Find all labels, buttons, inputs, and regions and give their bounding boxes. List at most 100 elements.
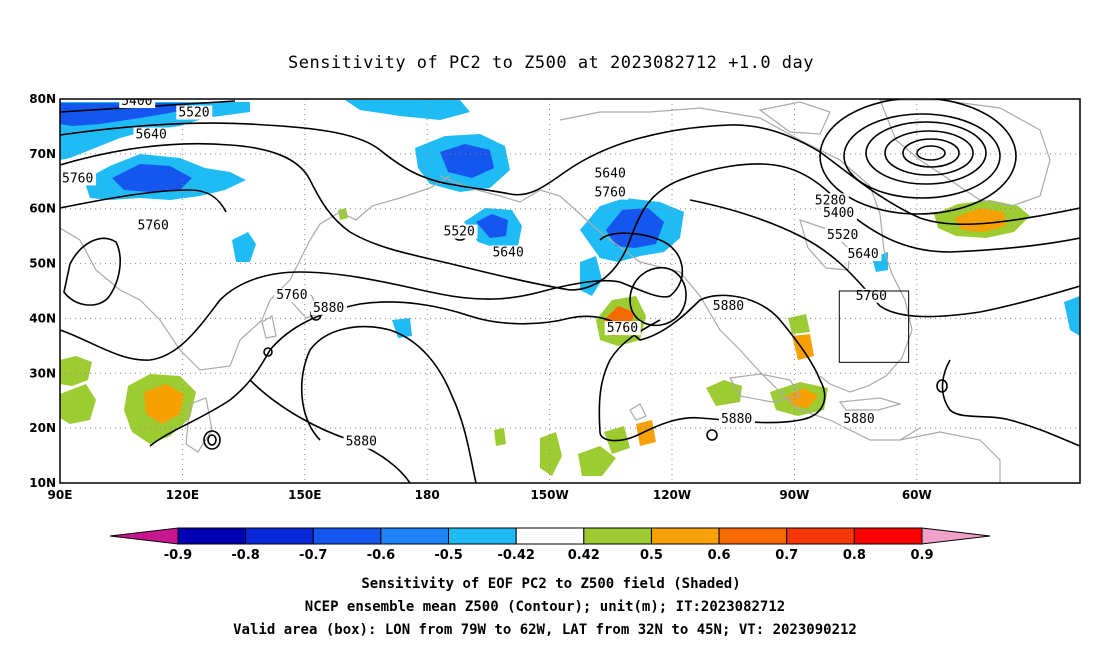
- x-tick-label: 180: [415, 488, 440, 502]
- contour-label: 5280: [815, 193, 846, 208]
- coast-arctic-islands: [758, 101, 831, 135]
- contour-label-bg: [490, 245, 527, 260]
- contour-label: 5520: [827, 228, 858, 243]
- z500-contours: [60, 99, 1080, 483]
- contour-5880-east: [941, 359, 1080, 447]
- shade-pos-gulf: [706, 380, 742, 406]
- contour-label-bg: [135, 218, 172, 233]
- contour-label-bg: [812, 193, 849, 208]
- contour-cyclone-hawaii: [629, 266, 687, 327]
- contour-label: 5880: [843, 412, 874, 427]
- contour-low-arctic-6: [819, 99, 1017, 215]
- contour-label: 5880: [721, 412, 752, 427]
- contour-low-arctic-2: [902, 138, 960, 168]
- coast-asia: [60, 175, 451, 371]
- coast-korea: [261, 315, 277, 339]
- shade-neg-bering-core: [440, 144, 494, 178]
- shade-pos-mexico-1: [788, 314, 810, 334]
- contour-5760-main: [60, 232, 684, 361]
- shade-neg-north-pacific: [345, 100, 470, 120]
- coastline-outlines: [60, 99, 1051, 483]
- contour-label-bg: [60, 171, 97, 186]
- contour-label-bg: [710, 299, 747, 314]
- y-tick-label: 50N: [29, 257, 56, 271]
- contour-label: 5520: [178, 106, 209, 121]
- contour-tiny-ring-6: [706, 429, 718, 441]
- colorbar: [109, 527, 991, 545]
- contour-label: 5400: [121, 94, 152, 109]
- shade-pos-central-pacific-1: [540, 432, 562, 476]
- colorbar-segment: [786, 527, 855, 545]
- colorbar-segment: [245, 527, 314, 545]
- contour-labels: 5400 5520 5640 5760 5760 5760 5880 5520 5640 5640…: [60, 94, 890, 450]
- contour-label-bg: [592, 166, 629, 181]
- colorbar-segment: [650, 527, 720, 545]
- shade-pos-caribbean-core: [786, 388, 818, 408]
- colorbar-segment: [583, 527, 652, 545]
- caption-line-1: Sensitivity of EOF PC2 to Z500 field (Sh…: [361, 576, 740, 592]
- contour-5640: [60, 142, 1080, 291]
- colorbar-tick-label: 0.7: [775, 548, 798, 563]
- contour-low-arctic-3: [884, 130, 974, 176]
- valid-area-rect: [838, 290, 910, 363]
- contour-label-bg: [119, 99, 156, 109]
- shade-neg-north-siberia-core: [60, 103, 190, 126]
- colorbar-labels: -0.9 -0.8 -0.7 -0.6 -0.5 -0.42 0.42 0.5 0.6 0.7 0.…: [164, 548, 934, 563]
- y-tick-label: 40N: [29, 311, 56, 325]
- contour-label-bg: [853, 288, 890, 303]
- contour-label: 5640: [492, 245, 523, 260]
- colorbar-tick-label: 0.9: [910, 548, 933, 563]
- y-axis-ticks: 10N 20N 30N 40N 50N 60N 70N 80N: [29, 92, 56, 490]
- contour-label-bg: [133, 127, 170, 142]
- colorbar-tick-label: -0.7: [299, 548, 327, 563]
- shade-pos-philippine-core: [144, 384, 184, 424]
- coast-hawaii: [629, 403, 647, 421]
- colorbar-tick-label: -0.8: [231, 548, 259, 563]
- colorbar-low-triangle: [109, 527, 179, 545]
- contour-label: 5640: [135, 127, 166, 142]
- colorbar-tick-label: 0.6: [708, 548, 731, 563]
- colorbar-segment: [718, 527, 788, 545]
- y-tick-label: 10N: [29, 476, 56, 490]
- colorbar-high-triangle: [921, 527, 991, 545]
- x-tick-label: 120W: [653, 488, 691, 502]
- colorbar-tick-label: -0.5: [434, 548, 462, 563]
- contour-label: 5640: [594, 166, 625, 181]
- contour-label-bg: [718, 412, 755, 427]
- contour-label-bg: [825, 227, 862, 242]
- contour-label: 5760: [138, 219, 169, 234]
- colorbar-tick-label: 0.8: [843, 548, 866, 563]
- contour-5760-east: [689, 199, 1080, 318]
- contour-5880-loop: [300, 325, 477, 483]
- contour-label: 5640: [847, 247, 878, 262]
- contour-label-bg: [343, 434, 380, 449]
- contour-label-bg: [845, 247, 882, 262]
- contour-label-bg: [604, 321, 641, 336]
- colorbar-segment: [380, 527, 450, 545]
- colorbar-tick-label: 0.5: [640, 548, 663, 563]
- coast-philippines: [185, 397, 213, 453]
- contour-label: 5880: [713, 299, 744, 314]
- contour-label-bg: [841, 412, 878, 427]
- contour-label-bg: [820, 205, 857, 220]
- colorbar-segment: [448, 527, 517, 545]
- coast-greenland: [879, 99, 1051, 207]
- contour-tiny-ring-4: [263, 347, 273, 357]
- shade-pos-central-pacific-2: [578, 446, 616, 476]
- colorbar-segment: [312, 527, 382, 545]
- contour-label-bg: [592, 185, 629, 200]
- contour-label: 5760: [594, 186, 625, 201]
- x-axis-ticks: 90E 120E 150E 180 150W 120W 90W 60W: [48, 488, 932, 502]
- x-tick-label: 150E: [288, 488, 321, 502]
- contour-5880-main: [149, 294, 826, 447]
- x-tick-label: 60W: [902, 488, 932, 502]
- shade-pos-labrador-core: [954, 208, 1006, 232]
- contour-label: 5880: [313, 301, 344, 316]
- chart-title: Sensitivity of PC2 to Z500 at 2023082712…: [288, 53, 814, 73]
- shade-pos-mexico-2: [792, 334, 814, 360]
- graticule-gridlines: [60, 99, 1080, 483]
- y-tick-label: 60N: [29, 202, 56, 216]
- shade-pos-bay: [60, 384, 96, 424]
- coast-north-america: [559, 107, 913, 393]
- contour-label-bg: [310, 300, 347, 315]
